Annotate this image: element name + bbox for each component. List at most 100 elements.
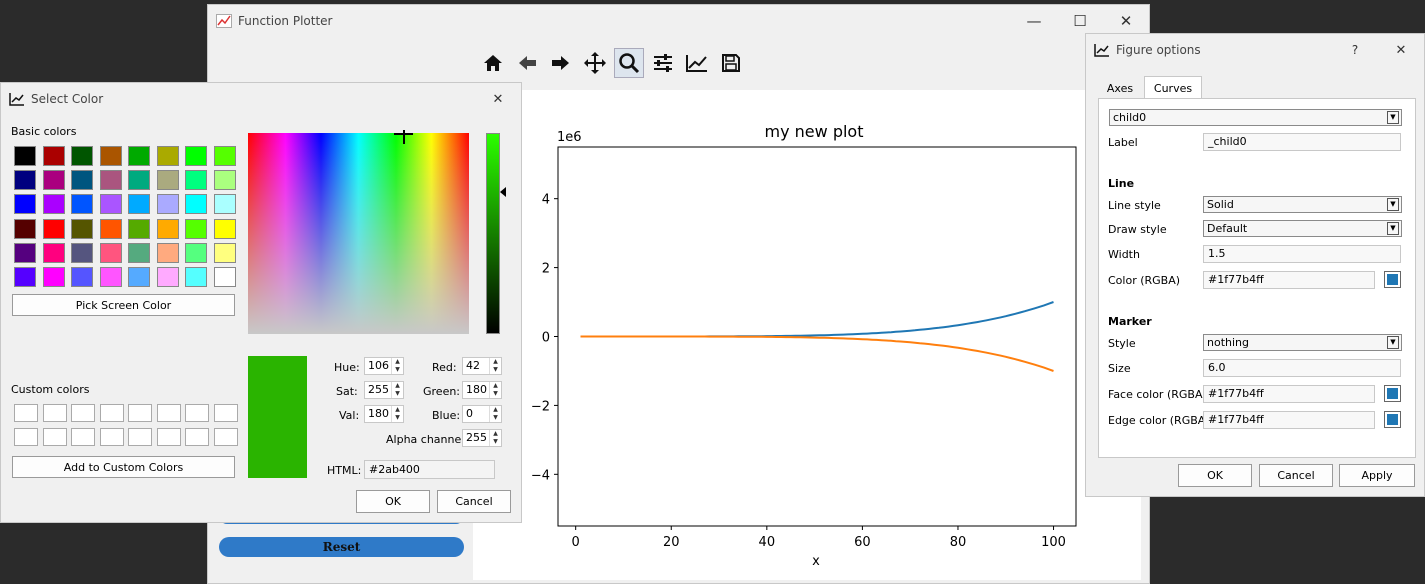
value-slider[interactable] bbox=[486, 133, 500, 334]
basic-color-swatch[interactable] bbox=[14, 267, 36, 287]
basic-color-swatch[interactable] bbox=[185, 194, 207, 215]
custom-color-swatch[interactable] bbox=[213, 404, 238, 422]
cancel-button[interactable]: Cancel bbox=[1259, 464, 1333, 487]
width-input[interactable]: 1.5 bbox=[1203, 245, 1401, 263]
help-icon[interactable]: ? bbox=[1351, 43, 1359, 57]
custom-color-swatch[interactable] bbox=[99, 428, 124, 446]
ok-button[interactable]: OK bbox=[356, 490, 430, 513]
basic-color-swatch[interactable] bbox=[14, 170, 36, 191]
basic-color-swatch[interactable] bbox=[42, 218, 65, 239]
basic-color-swatch[interactable] bbox=[42, 242, 65, 263]
cancel-button[interactable]: Cancel bbox=[437, 490, 511, 513]
basic-color-swatch[interactable] bbox=[99, 146, 122, 166]
basic-color-swatch[interactable] bbox=[14, 218, 36, 239]
basic-color-swatch[interactable] bbox=[99, 170, 122, 191]
basic-color-swatch[interactable] bbox=[14, 242, 36, 263]
basic-color-swatch[interactable] bbox=[14, 146, 36, 166]
basic-color-swatch[interactable] bbox=[99, 194, 122, 215]
hue-spinbox[interactable]: 106 ▲ ▼ bbox=[364, 357, 404, 375]
plot-canvas[interactable]: my new plot 1e6 0 20 40 60 80 100 −4 −2 0 2 4 x bbox=[473, 90, 1141, 580]
label-input[interactable]: _child0 bbox=[1203, 133, 1401, 151]
basic-color-swatch[interactable] bbox=[128, 194, 150, 215]
basic-color-swatch[interactable] bbox=[71, 267, 93, 287]
close-icon[interactable]: ✕ bbox=[1395, 42, 1407, 58]
face-color-input[interactable]: #1f77b4ff bbox=[1203, 385, 1375, 403]
basic-color-swatch[interactable] bbox=[156, 170, 179, 191]
basic-color-swatch[interactable] bbox=[128, 146, 150, 166]
custom-color-swatch[interactable] bbox=[99, 404, 124, 422]
basic-color-swatch[interactable] bbox=[185, 218, 207, 239]
add-to-custom-colors-button[interactable]: Add to Custom Colors bbox=[12, 456, 235, 478]
basic-color-swatch[interactable] bbox=[42, 170, 65, 191]
edge-color-input[interactable]: #1f77b4ff bbox=[1203, 411, 1375, 429]
basic-color-swatch[interactable] bbox=[99, 267, 122, 287]
custom-color-swatch[interactable] bbox=[14, 404, 38, 422]
custom-color-swatch[interactable] bbox=[42, 404, 67, 422]
basic-color-swatch[interactable] bbox=[156, 194, 179, 215]
basic-color-swatch[interactable] bbox=[99, 242, 122, 263]
face-color-picker-button[interactable] bbox=[1384, 385, 1401, 402]
blue-spinbox[interactable]: 0 ▲ ▼ bbox=[462, 405, 502, 423]
basic-color-swatch[interactable] bbox=[213, 194, 236, 215]
custom-color-swatch[interactable] bbox=[71, 404, 95, 422]
custom-color-swatch[interactable] bbox=[185, 428, 209, 446]
pick-screen-color-button[interactable]: Pick Screen Color bbox=[12, 294, 235, 316]
save-icon[interactable] bbox=[716, 48, 746, 78]
basic-color-swatch[interactable] bbox=[156, 267, 179, 287]
basic-color-swatch[interactable] bbox=[128, 267, 150, 287]
custom-color-swatch[interactable] bbox=[156, 428, 181, 446]
basic-color-swatch[interactable] bbox=[185, 267, 207, 287]
line-style-select[interactable]: Solid ▼ bbox=[1203, 196, 1402, 213]
basic-color-swatch[interactable] bbox=[14, 194, 36, 215]
basic-color-swatch[interactable] bbox=[213, 170, 236, 191]
back-arrow-icon[interactable] bbox=[512, 48, 542, 78]
basic-color-swatch[interactable] bbox=[213, 218, 236, 239]
green-spinbox[interactable]: 180 ▲ ▼ bbox=[462, 381, 502, 399]
basic-color-swatch[interactable] bbox=[71, 194, 93, 215]
basic-color-swatch[interactable] bbox=[185, 170, 207, 191]
val-spinbox[interactable]: 180 ▲ ▼ bbox=[364, 405, 404, 423]
basic-color-swatch[interactable] bbox=[71, 242, 93, 263]
value-slider-arrow-icon[interactable] bbox=[500, 187, 506, 197]
basic-color-swatch[interactable] bbox=[42, 194, 65, 215]
basic-color-swatch[interactable] bbox=[42, 267, 65, 287]
custom-color-swatch[interactable] bbox=[42, 428, 67, 446]
reset-button[interactable]: Reset bbox=[219, 537, 464, 557]
tab-axes[interactable]: Axes bbox=[1106, 82, 1134, 95]
basic-color-swatch[interactable] bbox=[156, 146, 179, 166]
ok-button[interactable]: OK bbox=[1178, 464, 1252, 487]
basic-color-swatch[interactable] bbox=[156, 218, 179, 239]
zoom-icon[interactable] bbox=[614, 48, 644, 78]
edge-color-picker-button[interactable] bbox=[1384, 411, 1401, 428]
basic-color-swatch[interactable] bbox=[213, 242, 236, 263]
curve-select[interactable]: child0 ▼ bbox=[1109, 109, 1402, 126]
custom-color-swatch[interactable] bbox=[213, 428, 238, 446]
draw-style-select[interactable]: Default ▼ bbox=[1203, 220, 1402, 237]
alpha-spinbox[interactable]: 255 ▲ ▼ bbox=[462, 429, 502, 447]
basic-color-swatch[interactable] bbox=[213, 267, 236, 287]
maximize-icon[interactable]: ☐ bbox=[1073, 12, 1087, 30]
forward-arrow-icon[interactable] bbox=[546, 48, 576, 78]
configure-subplots-icon[interactable] bbox=[648, 48, 678, 78]
custom-color-swatch[interactable] bbox=[185, 404, 209, 422]
basic-color-swatch[interactable] bbox=[185, 146, 207, 166]
basic-color-swatch[interactable] bbox=[213, 146, 236, 166]
marker-style-select[interactable]: nothing ▼ bbox=[1203, 334, 1402, 351]
basic-color-swatch[interactable] bbox=[128, 242, 150, 263]
custom-color-swatch[interactable] bbox=[71, 428, 95, 446]
custom-color-swatch[interactable] bbox=[14, 428, 38, 446]
pan-icon[interactable] bbox=[580, 48, 610, 78]
basic-color-swatch[interactable] bbox=[99, 218, 122, 239]
basic-color-swatch[interactable] bbox=[71, 170, 93, 191]
minimize-icon[interactable]: — bbox=[1026, 12, 1042, 30]
basic-color-swatch[interactable] bbox=[128, 218, 150, 239]
sat-spinbox[interactable]: 255 ▲ ▼ bbox=[364, 381, 404, 399]
close-icon[interactable]: ✕ bbox=[492, 91, 504, 107]
close-icon[interactable]: ✕ bbox=[1119, 12, 1133, 30]
basic-color-swatch[interactable] bbox=[42, 146, 65, 166]
apply-button[interactable]: Apply bbox=[1339, 464, 1415, 487]
basic-color-swatch[interactable] bbox=[156, 242, 179, 263]
basic-color-swatch[interactable] bbox=[128, 170, 150, 191]
home-icon[interactable] bbox=[478, 48, 508, 78]
html-color-input[interactable]: #2ab400 bbox=[364, 460, 495, 479]
